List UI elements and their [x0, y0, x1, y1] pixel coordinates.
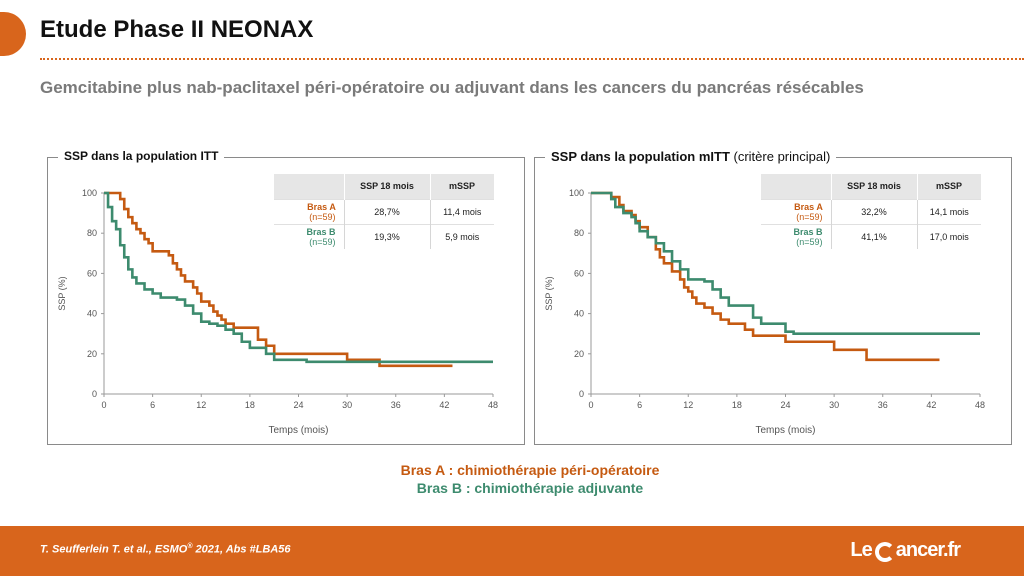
- cell-mssp: 17,0 mois: [917, 223, 981, 249]
- row-label-bras-a: Bras A (n=59): [761, 198, 831, 224]
- x-tick-label: 30: [829, 400, 839, 410]
- arm-n: (n=59): [309, 236, 336, 247]
- panel-mitt: SSP dans la population mITT (critère pri…: [534, 149, 1012, 445]
- y-tick-label: 80: [574, 228, 584, 238]
- cell-mssp: 11,4 mois: [430, 198, 494, 224]
- panel-title: SSP dans la population mITT (critère pri…: [545, 149, 837, 164]
- cell-ssp18: 28,7%: [343, 198, 431, 224]
- arm-name: Bras A: [794, 201, 823, 212]
- km-chart-mitt: 0 20 40 60 80 100 0 6 12 18 24 30 36 42 48 Temps (mois)…: [544, 188, 985, 436]
- row-label-bras-b: Bras B (n=59): [761, 223, 831, 249]
- title-divider: [40, 58, 1024, 60]
- km-chart-itt: 0 20 40 60 80 100 0 6 12 18 24 30 36 42 48 Temps (mois)…: [57, 188, 498, 436]
- table-header-blank: [274, 174, 345, 199]
- x-tick-label: 36: [391, 400, 401, 410]
- cell-ssp18: 19,3%: [343, 223, 431, 249]
- y-tick-label: 0: [92, 389, 97, 399]
- lecancer-logo: Le ancer.fr: [850, 539, 961, 562]
- y-axis-label: SSP (%): [544, 276, 554, 310]
- x-tick-label: 12: [683, 400, 693, 410]
- cell-ssp18: 41,1%: [830, 223, 918, 249]
- x-tick-label: 12: [196, 400, 206, 410]
- panel-title: SSP dans la population ITT: [58, 149, 225, 163]
- y-tick-label: 60: [87, 268, 97, 278]
- table-header-row: SSP 18 mois mSSP: [274, 174, 495, 199]
- footer-bar: T. Seufferlein T. et al., ESMO® 2021, Ab…: [0, 526, 1024, 576]
- ssp-table-mitt: SSP 18 mois mSSP Bras A (n=59) 32,2% 14,…: [761, 174, 982, 249]
- y-tick-label: 40: [574, 309, 584, 319]
- x-axis-label: Temps (mois): [268, 425, 328, 436]
- y-tick-label: 40: [87, 309, 97, 319]
- x-tick-label: 0: [588, 400, 593, 410]
- arm-name: Bras B: [306, 226, 336, 237]
- x-tick-label: 42: [439, 400, 449, 410]
- series-line-bras-b: [104, 191, 493, 364]
- series-line-bras-b: [591, 191, 980, 335]
- y-tick-label: 20: [87, 349, 97, 359]
- series-line-bras-a: [104, 191, 453, 368]
- arm-n: (n=59): [796, 236, 823, 247]
- arm-n: (n=59): [796, 211, 823, 222]
- x-tick-label: 6: [637, 400, 642, 410]
- row-label-bras-a: Bras A (n=59): [274, 198, 344, 224]
- arm-name: Bras A: [307, 201, 336, 212]
- table-row: Bras A (n=59) 32,2% 14,1 mois: [761, 198, 981, 224]
- x-tick-label: 18: [245, 400, 255, 410]
- panel-title-main: SSP dans la population ITT: [64, 149, 219, 163]
- citation-reg: ®: [187, 543, 193, 550]
- logo-text-left: Le: [850, 539, 872, 561]
- logo-text-right: ancer.fr: [895, 539, 961, 561]
- x-tick-label: 30: [342, 400, 352, 410]
- table-row: Bras B (n=59) 41,1% 17,0 mois: [761, 223, 981, 249]
- y-tick-label: 0: [579, 389, 584, 399]
- x-tick-label: 24: [293, 400, 303, 410]
- x-tick-label: 0: [101, 400, 106, 410]
- citation: T. Seufferlein T. et al., ESMO® 2021, Ab…: [40, 543, 291, 556]
- legend-bras-a: Bras A : chimiothérapie péri-opératoire: [400, 462, 660, 478]
- y-axis-label: SSP (%): [57, 276, 67, 310]
- table-header-row: SSP 18 mois mSSP: [761, 174, 982, 199]
- cell-mssp: 5,9 mois: [430, 223, 494, 249]
- slide-title: Etude Phase II NEONAX: [40, 16, 314, 43]
- x-tick-label: 42: [926, 400, 936, 410]
- y-tick-label: 60: [574, 268, 584, 278]
- table-header-ssp18: SSP 18 mois: [831, 174, 918, 199]
- cell-mssp: 14,1 mois: [917, 198, 981, 224]
- legend-bras-b: Bras B : chimiothérapie adjuvante: [416, 480, 644, 496]
- panel-title-main: SSP dans la population mITT: [551, 149, 730, 164]
- y-tick-label: 100: [569, 188, 584, 198]
- panel-itt: SSP dans la population ITT 0 20 40 60 80 100 0…: [47, 149, 525, 445]
- citation-abs: 2021, Abs #LBA56: [192, 543, 291, 556]
- ssp-table-itt: SSP 18 mois mSSP Bras A (n=59) 28,7% 11,…: [274, 174, 495, 249]
- slide-subtitle: Gemcitabine plus nab-paclitaxel péri-opé…: [40, 78, 864, 97]
- x-axis-label: Temps (mois): [755, 425, 815, 436]
- cell-ssp18: 32,2%: [830, 198, 918, 224]
- table-header-blank: [761, 174, 832, 199]
- panel-title-sub: (critère principal): [733, 149, 831, 164]
- arm-name: Bras B: [793, 226, 823, 237]
- y-tick-label: 20: [574, 349, 584, 359]
- y-tick-label: 80: [87, 228, 97, 238]
- logo-c-icon: [874, 541, 895, 562]
- table-header-ssp18: SSP 18 mois: [344, 174, 431, 199]
- table-row: Bras B (n=59) 19,3% 5,9 mois: [274, 223, 494, 249]
- table-row: Bras A (n=59) 28,7% 11,4 mois: [274, 198, 494, 224]
- arm-n: (n=59): [309, 211, 336, 222]
- row-label-bras-b: Bras B (n=59): [274, 223, 344, 249]
- x-tick-label: 6: [150, 400, 155, 410]
- citation-text: T. Seufferlein T. et al., ESMO: [40, 543, 188, 556]
- x-tick-label: 48: [488, 400, 498, 410]
- x-tick-label: 24: [780, 400, 790, 410]
- accent-tab: [0, 12, 26, 56]
- x-tick-label: 18: [732, 400, 742, 410]
- series-line-bras-a: [591, 191, 940, 362]
- x-tick-label: 36: [878, 400, 888, 410]
- table-header-mssp: mSSP: [917, 174, 982, 199]
- y-tick-label: 100: [82, 188, 97, 198]
- table-header-mssp: mSSP: [430, 174, 495, 199]
- x-tick-label: 48: [975, 400, 985, 410]
